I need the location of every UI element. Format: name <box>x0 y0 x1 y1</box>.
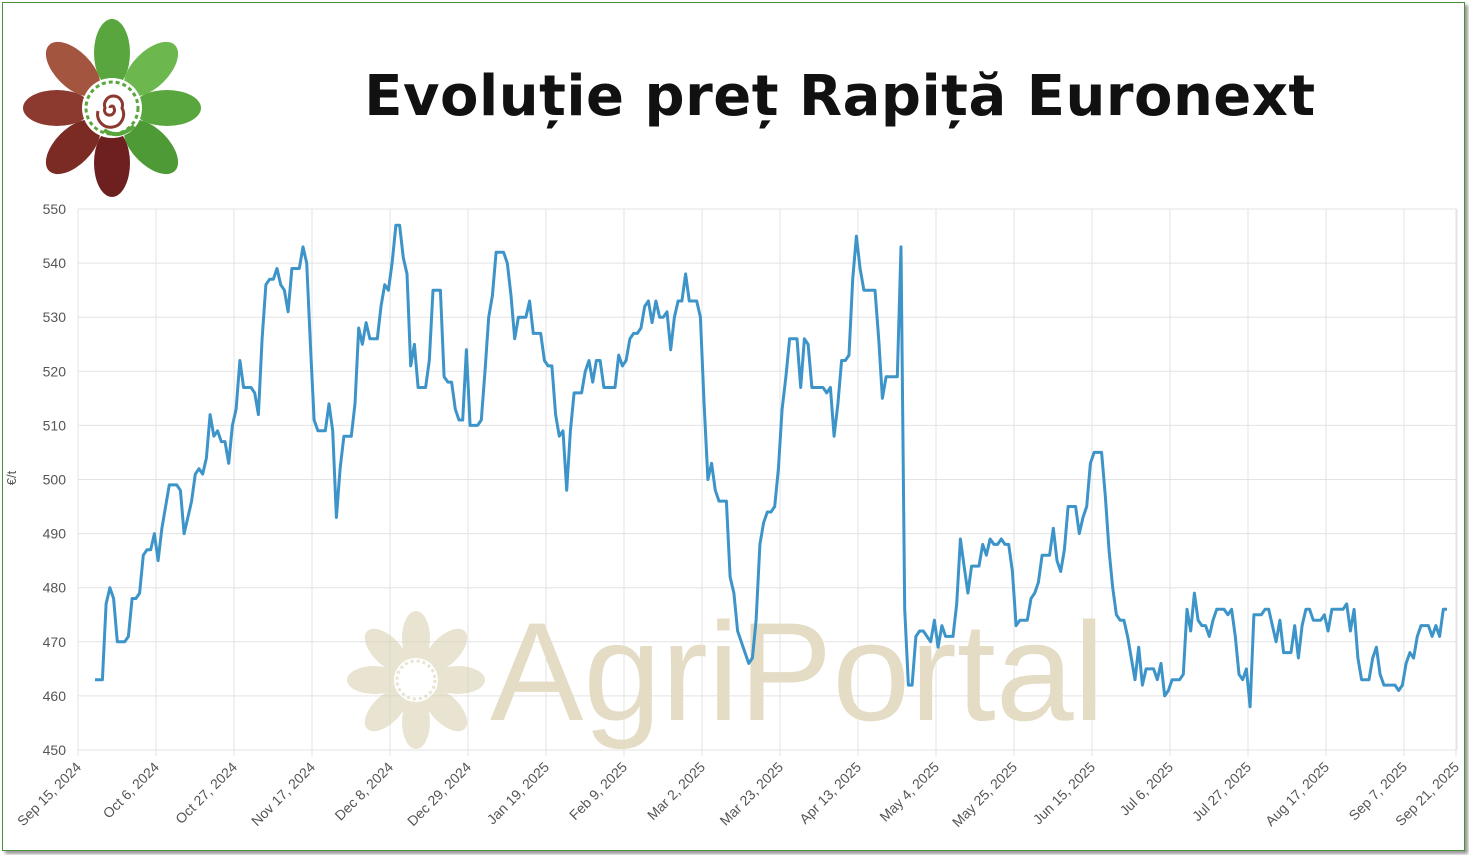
x-tick-label: May 25, 2025 <box>949 759 1020 830</box>
x-tick-label: Mar 23, 2025 <box>716 759 786 829</box>
x-tick-label: Aug 17, 2025 <box>1262 759 1332 829</box>
y-tick-label: 540 <box>43 255 67 271</box>
y-tick-label: 550 <box>43 201 67 217</box>
chart-title: Evoluție preț Rapiță Euronext <box>364 64 1316 129</box>
x-tick-label: Jan 19, 2025 <box>484 759 553 828</box>
y-axis-title: €/t <box>4 470 19 485</box>
agriportal-logo <box>23 19 201 197</box>
x-tick-label: Nov 17, 2024 <box>248 759 318 829</box>
x-tick-label: Jul 6, 2025 <box>1116 759 1176 819</box>
y-tick-label: 470 <box>43 634 67 650</box>
y-tick-label: 450 <box>43 742 67 758</box>
x-tick-label: Sep 15, 2024 <box>14 759 84 829</box>
y-axis-ticks: 450 460 470 480 490 500 510 520 530 540 550 <box>43 201 67 758</box>
watermark-text: AgriPortal <box>490 593 1105 750</box>
price-series-line <box>95 223 1447 709</box>
x-tick-label: Jun 15, 2025 <box>1030 759 1099 828</box>
y-tick-label: 530 <box>43 309 67 325</box>
x-tick-label: Oct 6, 2024 <box>100 759 163 822</box>
watermark-flower-icon <box>347 611 485 749</box>
y-tick-label: 520 <box>43 363 67 379</box>
x-tick-label: Mar 2, 2025 <box>644 759 708 823</box>
x-axis-ticks: Sep 15, 2024 Oct 6, 2024 Oct 27, 2024 Nov 1… <box>14 759 1462 830</box>
agriportal-watermark: AgriPortal <box>347 593 1105 750</box>
y-tick-label: 500 <box>43 472 67 488</box>
x-tick-label: Jul 27, 2025 <box>1189 759 1254 824</box>
x-tick-label: Dec 8, 2024 <box>331 759 396 824</box>
x-tick-label: Dec 29, 2024 <box>404 759 474 829</box>
y-tick-label: 510 <box>43 417 67 433</box>
y-tick-label: 490 <box>43 526 67 542</box>
x-tick-label: Apr 13, 2025 <box>796 759 864 827</box>
x-tick-label: May 4, 2025 <box>876 759 942 825</box>
y-tick-label: 460 <box>43 688 67 704</box>
y-tick-label: 480 <box>43 580 67 596</box>
x-tick-label: Oct 27, 2024 <box>172 759 240 827</box>
x-tick-label: Feb 9, 2025 <box>566 759 630 823</box>
